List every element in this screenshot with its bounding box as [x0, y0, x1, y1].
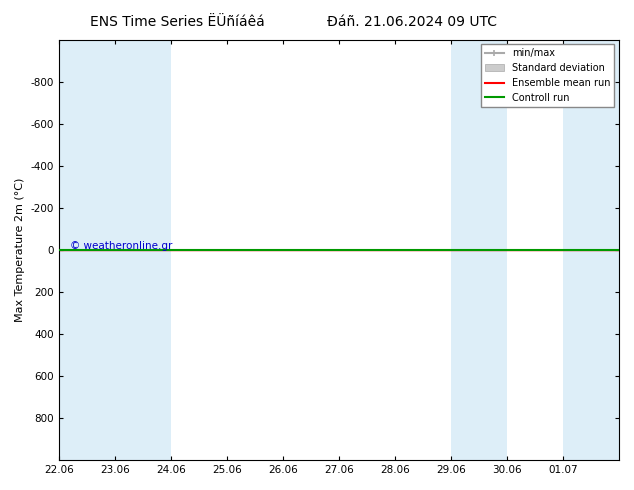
Bar — [59, 40, 171, 460]
Y-axis label: Max Temperature 2m (°C): Max Temperature 2m (°C) — [15, 178, 25, 322]
Text: Ðáñ. 21.06.2024 09 UTC: Ðáñ. 21.06.2024 09 UTC — [327, 15, 497, 29]
Legend: min/max, Standard deviation, Ensemble mean run, Controll run: min/max, Standard deviation, Ensemble me… — [481, 45, 614, 107]
Text: ENS Time Series ËÜñíáêá: ENS Time Series ËÜñíáêá — [90, 15, 265, 29]
Text: © weatheronline.gr: © weatheronline.gr — [70, 241, 172, 250]
Bar — [451, 40, 507, 460]
Bar — [563, 40, 619, 460]
